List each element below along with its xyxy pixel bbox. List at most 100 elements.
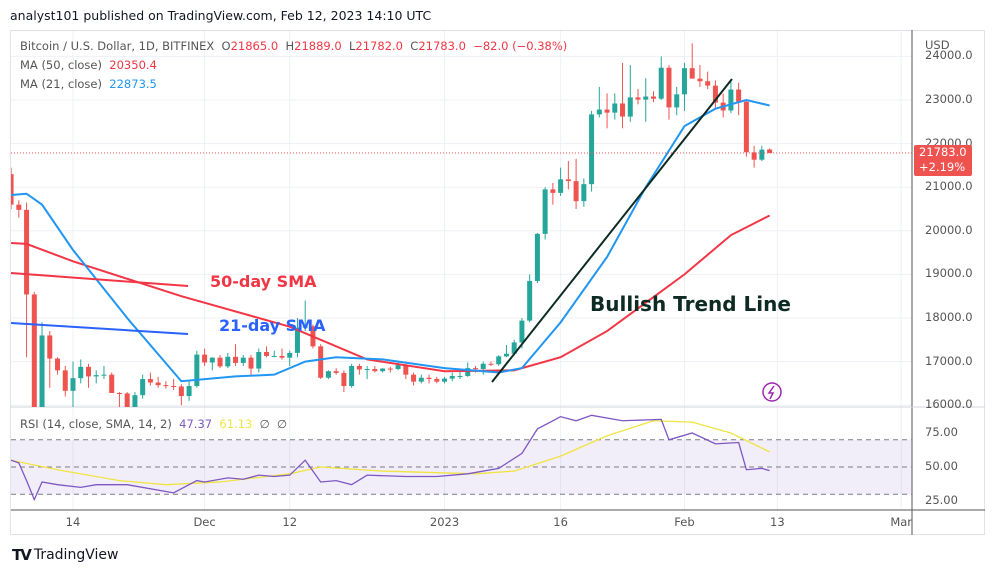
candle-body <box>411 374 417 382</box>
candle-body <box>302 326 308 328</box>
candle-body <box>240 357 246 363</box>
currency-label: USD <box>925 38 950 52</box>
candle-body <box>202 354 208 363</box>
candle-body <box>658 67 664 99</box>
candle-body <box>643 96 649 100</box>
candle-body <box>565 179 571 182</box>
rsi-tick-label: 25.00 <box>925 493 958 507</box>
candle-body <box>689 68 695 79</box>
rsi-sma-value: 61.13 <box>219 417 253 431</box>
candle-body <box>194 354 200 387</box>
x-tick-label: 2023 <box>430 515 459 529</box>
candle-body <box>449 375 455 379</box>
candle-body <box>325 371 331 378</box>
candle-body <box>140 379 146 396</box>
rsi-tick-label: 75.00 <box>925 425 958 439</box>
publisher-header: analyst101 published on TradingView.com,… <box>10 8 432 23</box>
candle-body <box>233 356 239 363</box>
candle-body <box>109 374 115 393</box>
candle-body <box>70 378 76 391</box>
candle-body <box>93 375 99 377</box>
candle-body <box>728 89 734 111</box>
candle-body <box>178 386 184 397</box>
y-tick-label: 23000.0 <box>925 92 973 106</box>
candle-body <box>426 377 432 380</box>
candles <box>11 43 773 407</box>
candle-body <box>635 97 641 100</box>
open-label: O <box>221 39 231 53</box>
candle-body <box>85 366 91 377</box>
candle-body <box>751 152 757 160</box>
tradingview-brand[interactable]: TV TradingView <box>12 546 118 564</box>
candle-body <box>171 386 177 388</box>
candle-body <box>318 346 324 378</box>
rsi-na-1: ∅ <box>259 417 270 431</box>
candle-body <box>542 189 548 234</box>
candle-body <box>11 174 14 205</box>
candle-body <box>16 204 22 210</box>
rsi-legend[interactable]: RSI (14, close, SMA, 14, 2) 47.37 61.13 … <box>20 417 287 431</box>
candle-body <box>472 368 478 370</box>
candle-body <box>209 357 215 363</box>
x-tick-label: Dec <box>193 515 215 529</box>
y-tick-label: 21000.0 <box>925 179 973 194</box>
x-tick-label: Mar <box>890 515 912 529</box>
candle-body <box>550 189 556 193</box>
high-value: 21889.0 <box>294 39 342 53</box>
ma21-line <box>11 98 770 383</box>
candle-body <box>434 379 440 382</box>
candle-body <box>604 109 610 113</box>
close-value: 21783.0 <box>418 39 466 53</box>
rsi-line <box>10 414 770 502</box>
candle-body <box>418 377 424 382</box>
change-value: −82.0 (−0.38%) <box>473 39 568 53</box>
open-value: 21865.0 <box>230 39 279 53</box>
rsi-na-2: ∅ <box>277 417 288 431</box>
candle-body <box>279 355 285 358</box>
candle-body <box>387 368 393 370</box>
candle-body <box>287 352 293 358</box>
ma50-legend[interactable]: MA (50, close) 20350.4 <box>20 58 157 72</box>
candle-body <box>480 363 486 370</box>
candle-body <box>395 365 401 370</box>
y-tick-label: 24000.0 <box>925 48 973 63</box>
candle-body <box>488 363 494 365</box>
candle-body <box>349 365 355 387</box>
chart-frame <box>10 30 985 535</box>
bullish-trend-line <box>491 78 733 383</box>
candle-body <box>333 371 339 373</box>
y-tick-label: 16000.0 <box>925 397 973 412</box>
y-tick-label: 18000.0 <box>925 310 973 324</box>
y-tick-label: 19000.0 <box>925 266 973 281</box>
current-change-pct: +2.19% <box>919 160 966 174</box>
ma21-label: MA (21, close) <box>20 77 102 91</box>
candle-body <box>743 101 749 153</box>
candle-body <box>465 368 471 376</box>
candle-body <box>31 294 37 407</box>
candle-body <box>457 375 463 377</box>
candle-body <box>558 179 564 193</box>
candle-body <box>217 357 223 367</box>
symbol-name[interactable]: Bitcoin / U.S. Dollar, 1D, BITFINEX <box>20 39 215 53</box>
close-label: C <box>410 39 419 53</box>
candle-body <box>651 96 656 99</box>
candle-body <box>132 395 138 407</box>
brand-name: TradingView <box>33 547 119 563</box>
candle-body <box>666 67 672 108</box>
ma50-label: MA (50, close) <box>20 58 102 72</box>
candle-body <box>47 335 53 359</box>
x-tick-label: 16 <box>553 515 568 529</box>
rsi-tick-label: 50.00 <box>925 459 958 473</box>
candle-body <box>24 209 30 295</box>
candle-body <box>519 320 525 343</box>
candle-body <box>101 374 107 376</box>
sma21-annotation: 21-day SMA <box>219 316 326 335</box>
candle-body <box>712 85 718 103</box>
candle-body <box>674 94 680 108</box>
candle-body <box>163 385 169 387</box>
candle-body <box>596 109 602 115</box>
ma21-legend[interactable]: MA (21, close) 22873.5 <box>20 77 157 91</box>
candle-body <box>147 379 153 383</box>
y-tick-label: 20000.0 <box>925 222 973 237</box>
